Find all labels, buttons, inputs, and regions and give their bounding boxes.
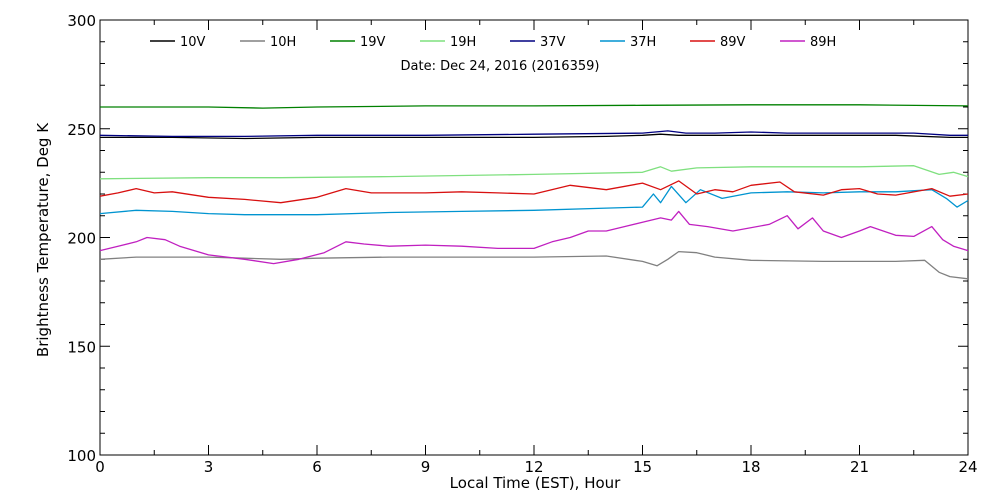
- series-line-89v: [99, 180, 969, 204]
- x-tick-label: 24: [958, 458, 977, 476]
- series-line-89h: [99, 210, 969, 265]
- series-line-37h: [99, 185, 969, 216]
- y-tick-label: 100: [67, 447, 96, 465]
- legend-label-37v: 37V: [540, 35, 566, 50]
- x-tick-label: 0: [95, 458, 105, 476]
- legend-label-19v: 19V: [360, 35, 386, 50]
- x-tick-label: 15: [633, 458, 652, 476]
- x-tick-label: 3: [204, 458, 214, 476]
- series-line-10h: [99, 250, 969, 280]
- y-tick-label: 150: [67, 338, 96, 356]
- legend-label-10v: 10V: [180, 35, 206, 50]
- x-axis-title: Local Time (EST), Hour: [450, 474, 621, 492]
- legend-label-10h: 10H: [270, 35, 296, 50]
- series-line-37v: [99, 130, 968, 138]
- x-tick-label: 21: [850, 458, 869, 476]
- series-line-10v: [100, 133, 968, 140]
- legend-label-89h: 89H: [810, 35, 836, 50]
- legend: 10V 10H 19V 19H 37V 37H 89V 89H: [150, 35, 836, 50]
- x-tick-label: 18: [741, 458, 760, 476]
- chart-title: Date: Dec 24, 2016 (2016359): [401, 59, 600, 74]
- y-tick-label: 200: [67, 230, 96, 248]
- series-line-19h: [99, 165, 969, 180]
- series-line-19v: [100, 104, 969, 109]
- legend-label-37h: 37H: [630, 35, 656, 50]
- x-tick-label: 9: [421, 458, 431, 476]
- x-tick-label: 12: [524, 458, 543, 476]
- plot-frame: [99, 19, 969, 456]
- axes: 0 3 6 9 12 15 18 21 24 100 150 200 250 300: [67, 12, 977, 476]
- y-tick-label: 250: [67, 121, 96, 139]
- y-tick-label: 300: [67, 12, 96, 30]
- x-tick-label: 6: [312, 458, 322, 476]
- legend-label-19h: 19H: [450, 35, 476, 50]
- y-axis-title: Brightness Temperature, Deg K: [34, 122, 52, 357]
- legend-label-89v: 89V: [720, 35, 746, 50]
- plot-series: [99, 104, 969, 280]
